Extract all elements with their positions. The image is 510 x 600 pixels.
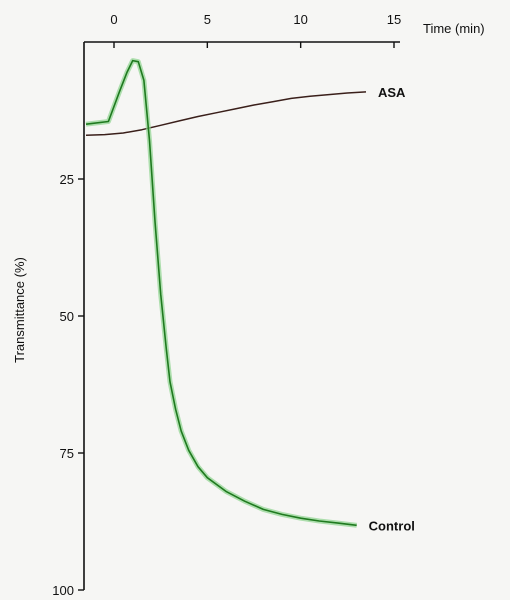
x-axis-title: Time (min)	[423, 21, 485, 36]
x-tick-label: 0	[110, 12, 117, 27]
x-tick-label: 5	[204, 12, 211, 27]
y-tick-label: 75	[60, 446, 74, 461]
y-tick-label: 100	[52, 583, 74, 598]
control-series-line	[85, 59, 357, 527]
y-tick-label: 25	[60, 172, 74, 187]
x-tick-label: 15	[387, 12, 401, 27]
control-series-label: Control	[369, 518, 415, 533]
asa-series-line	[85, 91, 367, 136]
y-tick-label: 50	[60, 309, 74, 324]
x-tick-label: 10	[293, 12, 307, 27]
y-axis-title: Transmittance (%)	[12, 257, 27, 363]
asa-series-label: ASA	[378, 85, 406, 100]
control-trace-halo	[85, 58, 357, 528]
